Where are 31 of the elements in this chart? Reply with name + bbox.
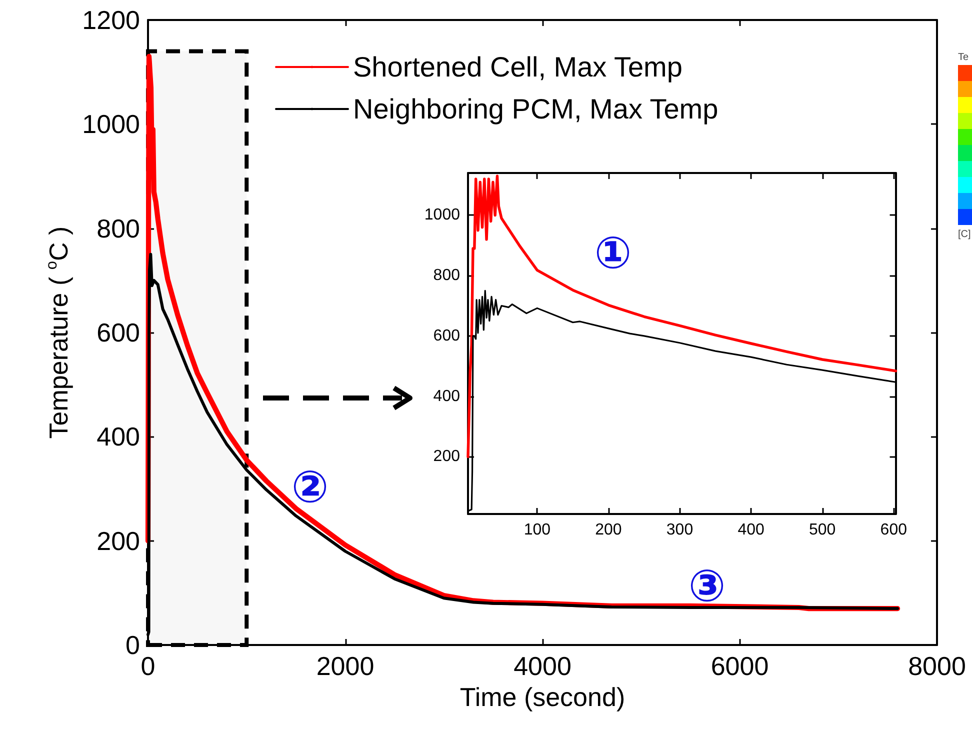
annotation: ① xyxy=(593,227,633,281)
x-tick-label: 8000 xyxy=(908,651,966,681)
y-tick-label: 600 xyxy=(433,327,460,344)
y-tick-label: 800 xyxy=(96,213,140,244)
y-tick-label: 600 xyxy=(96,318,140,348)
y-tick-label: 1000 xyxy=(424,206,460,224)
y-tick-label: 400 xyxy=(433,388,460,405)
y-tick-label: 800 xyxy=(433,267,460,284)
x-tick-label: 4000 xyxy=(514,651,572,681)
text: Te xyxy=(958,52,970,63)
legend-label: Neighboring PCM, Max Temp xyxy=(353,94,718,124)
y-tick-label: 1000 xyxy=(82,109,140,140)
x-tick-label: 400 xyxy=(738,522,764,538)
x-tick-label: 200 xyxy=(595,522,622,538)
x-tick-label: 6000 xyxy=(710,651,769,681)
y-tick-label: 400 xyxy=(96,422,140,452)
text: [C] xyxy=(958,229,972,240)
y-tick-label: 1200 xyxy=(82,5,140,35)
x-axis-title: Time (second) xyxy=(460,682,626,712)
x-tick-label: 100 xyxy=(524,522,551,538)
legend-label: Shortened Cell, Max Temp xyxy=(353,52,682,82)
annotation: ② xyxy=(290,461,330,515)
x-tick-label: 600 xyxy=(880,522,908,538)
line-series xyxy=(466,174,898,458)
y-tick-label: 200 xyxy=(433,448,460,466)
x-tick-label: 2000 xyxy=(316,651,374,681)
annotation: ③ xyxy=(687,560,727,614)
y-axis-title: Temperature ( oC ) xyxy=(43,226,74,439)
x-tick-label: 300 xyxy=(666,522,694,538)
y-tick-label: 0 xyxy=(126,630,140,660)
x-tick-label: 500 xyxy=(809,522,836,538)
